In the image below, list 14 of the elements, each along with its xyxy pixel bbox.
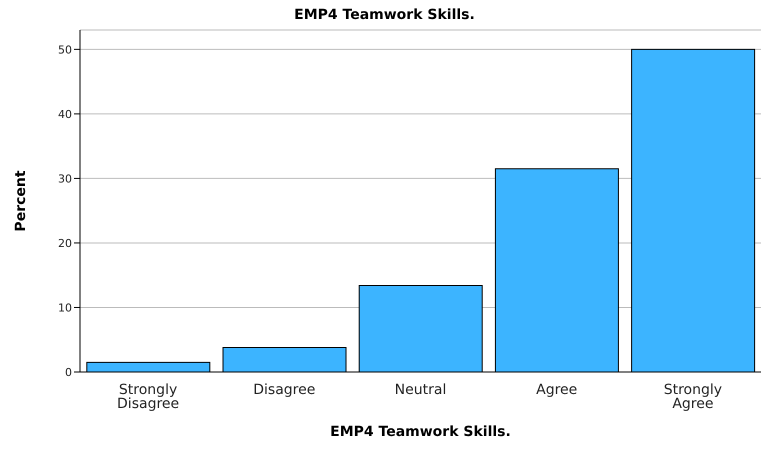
y-tick-label: 50	[58, 43, 72, 56]
y-tick-label: 10	[58, 301, 72, 314]
x-axis-title: EMP4 Teamwork Skills.	[330, 424, 511, 440]
x-tick-label: Strongly Disagree	[117, 382, 180, 412]
y-tick-label: 20	[58, 236, 72, 250]
chart-title: EMP4 Teamwork Skills.	[293, 7, 476, 25]
x-tick-label: Disagree	[253, 382, 316, 398]
y-tick-label: 30	[58, 172, 72, 186]
x-tick-label: Strongly Agree	[664, 382, 722, 412]
y-tick-label: 40	[58, 108, 72, 121]
x-tick-label: Agree	[536, 382, 578, 398]
y-axis-title: Percent	[12, 170, 29, 232]
y-tick-label: 0	[65, 366, 72, 379]
x-tick-label: Neutral	[394, 382, 446, 398]
